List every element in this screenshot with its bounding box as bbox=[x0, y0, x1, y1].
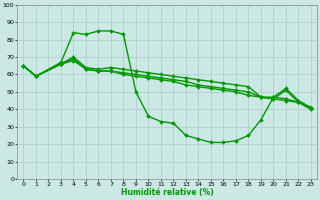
X-axis label: Humidité relative (%): Humidité relative (%) bbox=[121, 188, 213, 197]
